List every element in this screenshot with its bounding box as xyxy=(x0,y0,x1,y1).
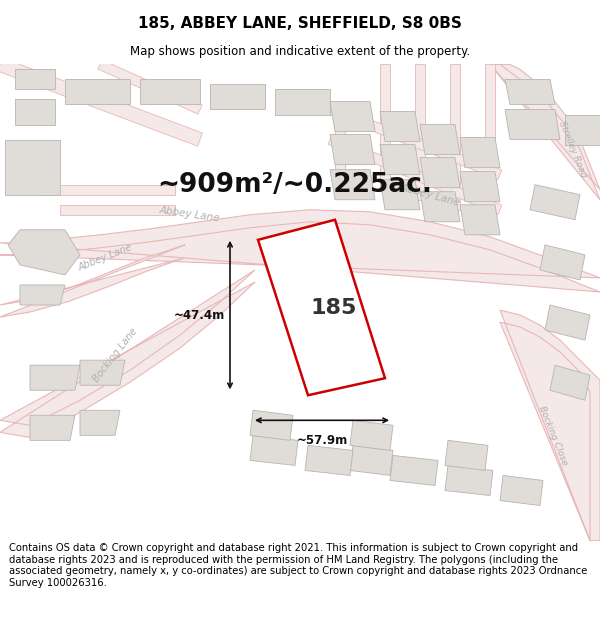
Polygon shape xyxy=(505,109,560,139)
Polygon shape xyxy=(420,124,460,154)
Polygon shape xyxy=(328,135,502,214)
Text: Bocking Lane: Bocking Lane xyxy=(91,326,139,384)
Polygon shape xyxy=(460,172,500,202)
Text: Abbey Lane: Abbey Lane xyxy=(399,182,461,208)
Polygon shape xyxy=(350,420,393,451)
Polygon shape xyxy=(275,89,330,114)
Text: ~57.9m: ~57.9m xyxy=(296,434,347,447)
Polygon shape xyxy=(330,134,375,164)
Text: Map shows position and indicative extent of the property.: Map shows position and indicative extent… xyxy=(130,45,470,58)
Polygon shape xyxy=(460,138,500,168)
Polygon shape xyxy=(65,79,130,104)
Text: Strelley Road: Strelley Road xyxy=(557,120,587,179)
Polygon shape xyxy=(210,84,265,109)
Polygon shape xyxy=(80,410,120,436)
Polygon shape xyxy=(450,64,460,210)
Text: Bocking Close: Bocking Close xyxy=(537,404,569,466)
Text: ~47.4m: ~47.4m xyxy=(174,309,225,321)
Polygon shape xyxy=(380,111,420,142)
Polygon shape xyxy=(335,119,345,179)
Polygon shape xyxy=(390,456,438,486)
Text: Contains OS data © Crown copyright and database right 2021. This information is : Contains OS data © Crown copyright and d… xyxy=(9,543,587,588)
Polygon shape xyxy=(380,179,420,210)
Polygon shape xyxy=(485,64,495,225)
Text: 185, ABBEY LANE, SHEFFIELD, S8 0BS: 185, ABBEY LANE, SHEFFIELD, S8 0BS xyxy=(138,16,462,31)
Polygon shape xyxy=(20,285,65,305)
Text: Abbey Lane: Abbey Lane xyxy=(159,206,221,224)
Polygon shape xyxy=(380,144,420,174)
Text: 185: 185 xyxy=(310,298,356,318)
Polygon shape xyxy=(328,105,502,179)
Polygon shape xyxy=(0,270,255,438)
Polygon shape xyxy=(490,64,600,200)
Polygon shape xyxy=(30,415,75,441)
Polygon shape xyxy=(505,79,555,104)
Polygon shape xyxy=(545,305,590,340)
Polygon shape xyxy=(15,99,55,124)
Polygon shape xyxy=(80,360,125,385)
Polygon shape xyxy=(420,192,460,222)
Polygon shape xyxy=(258,220,385,395)
Polygon shape xyxy=(0,210,600,292)
Polygon shape xyxy=(445,441,488,471)
Polygon shape xyxy=(305,446,353,476)
Polygon shape xyxy=(30,365,80,390)
Polygon shape xyxy=(380,64,390,190)
Polygon shape xyxy=(5,139,60,195)
Polygon shape xyxy=(530,185,580,220)
Polygon shape xyxy=(60,205,175,215)
Polygon shape xyxy=(500,476,543,506)
Polygon shape xyxy=(250,410,293,441)
Polygon shape xyxy=(500,310,600,541)
Polygon shape xyxy=(350,446,393,476)
Polygon shape xyxy=(250,436,298,466)
Text: ~909m²/~0.225ac.: ~909m²/~0.225ac. xyxy=(157,172,433,198)
Polygon shape xyxy=(550,365,590,400)
Polygon shape xyxy=(420,158,460,188)
Polygon shape xyxy=(565,114,600,144)
Polygon shape xyxy=(140,79,200,104)
Polygon shape xyxy=(540,245,585,280)
Polygon shape xyxy=(330,101,375,131)
Polygon shape xyxy=(460,205,500,235)
Polygon shape xyxy=(0,245,185,317)
Polygon shape xyxy=(40,185,175,195)
Polygon shape xyxy=(330,169,375,200)
Polygon shape xyxy=(415,64,425,200)
Polygon shape xyxy=(98,60,202,114)
Polygon shape xyxy=(8,230,80,275)
Polygon shape xyxy=(15,69,55,89)
Polygon shape xyxy=(0,58,202,146)
Polygon shape xyxy=(445,466,493,496)
Text: Abbey Lane: Abbey Lane xyxy=(76,242,134,273)
